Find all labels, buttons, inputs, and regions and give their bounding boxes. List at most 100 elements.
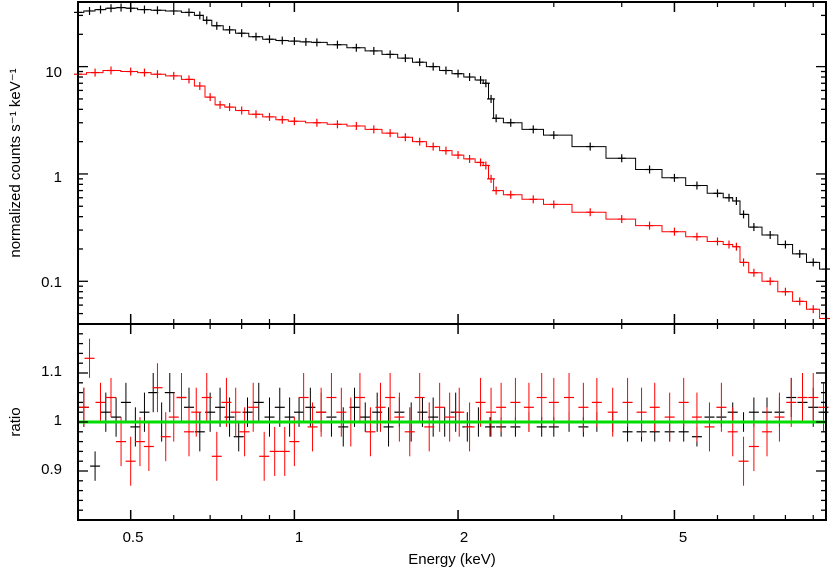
ratio-point-1-9 (164, 373, 175, 413)
ratio-point-1-4 (120, 382, 131, 422)
spectrum-point-1-19 (301, 37, 310, 46)
spectrum-point-1-7 (153, 6, 162, 15)
ratio-point-2-46 (523, 382, 534, 432)
ratio-point-2-52 (607, 387, 618, 437)
ratio-y-tick-label-1: 1 (54, 412, 62, 429)
spectrum-point-1-14 (237, 29, 246, 38)
ratio-point-2-18 (239, 407, 250, 457)
spectrum-point-1-37 (549, 131, 558, 140)
spectrum-point-2-29 (481, 161, 490, 170)
spectrum-point-1-47 (749, 223, 758, 232)
spectrum-point-2-16 (290, 117, 299, 126)
spectrum-point-2-6 (169, 71, 178, 80)
ratio-axis-ticks (77, 323, 826, 521)
spectrum-point-1-43 (713, 189, 722, 198)
spectrum-point-2-22 (401, 133, 410, 142)
ratio-point-2-34 (394, 392, 405, 442)
ratio-point-2-28 (336, 387, 347, 437)
ratio-point-2-23 (289, 417, 300, 467)
spectrum-plot-frame (77, 1, 827, 325)
ratio-point-2-43 (486, 387, 497, 437)
ratio-point-1-2 (100, 392, 111, 432)
ratio-point-2-21 (269, 426, 280, 476)
ratio-point-1-23 (305, 387, 316, 427)
ratio-point-2-25 (307, 402, 318, 452)
ratio-point-2-62 (738, 436, 749, 486)
ratio-point-2-20 (259, 431, 270, 481)
spectrum-point-2-38 (670, 227, 679, 236)
spectrum-point-1-8 (169, 6, 178, 15)
spectrum-point-2-14 (265, 112, 274, 121)
ratio-point-2-60 (716, 382, 727, 432)
ratio-point-1-19 (264, 397, 275, 437)
spectrum-point-2-36 (617, 215, 626, 224)
spectrum-point-2-33 (529, 195, 538, 204)
ratio-point-2-3 (106, 377, 117, 418)
spectrum-point-2-7 (184, 75, 193, 84)
spectrum-point-1-6 (140, 5, 149, 14)
ratio-point-1-21 (284, 397, 295, 437)
spectrum-point-1-44 (725, 193, 734, 202)
spectrum-point-1-34 (492, 114, 501, 123)
ratio-series-layer (78, 338, 829, 486)
spectrum-model-line-1 (78, 7, 826, 270)
spectrum-point-1-30 (465, 73, 474, 82)
ratio-point-2-64 (762, 407, 773, 457)
ratio-point-2-32 (375, 382, 386, 432)
spectrum-point-2-2 (107, 66, 116, 75)
spectrum-point-2-13 (251, 110, 260, 119)
ratio-point-2-44 (496, 382, 507, 432)
ratio-tick-labels: 0.9 1 1.1 0.5 1 2 5 (41, 363, 687, 546)
ratio-point-2-41 (464, 402, 475, 452)
ratio-point-2-50 (578, 382, 589, 432)
spectrum-point-2-4 (140, 68, 149, 77)
spectrum-point-1-50 (795, 249, 804, 258)
spectrum-point-1-41 (670, 173, 679, 182)
ratio-point-2-68 (808, 373, 819, 422)
spectrum-axis-ticks (77, 1, 826, 325)
spectrum-point-1-3 (107, 4, 116, 13)
ratio-point-2-42 (475, 377, 486, 427)
spectrum-point-2-32 (506, 190, 515, 199)
spectrum-point-2-35 (586, 208, 595, 217)
spectrum-point-2-40 (713, 237, 722, 246)
ratio-point-2-61 (727, 407, 738, 457)
ratio-point-2-22 (279, 426, 290, 476)
spectrum-point-1-29 (454, 69, 463, 78)
spectrum-point-2-25 (441, 146, 450, 155)
ratio-point-2-66 (786, 377, 797, 427)
ratio-point-2-49 (564, 373, 575, 422)
spectrum-point-2-21 (386, 129, 395, 138)
ratio-y-tick-label-1.1: 1.1 (41, 363, 62, 380)
ratio-point-2-47 (536, 373, 547, 422)
ratio-point-2-37 (424, 402, 435, 452)
ratio-point-2-54 (636, 387, 647, 437)
spectrum-point-1-2 (96, 5, 105, 14)
spectrum-point-1-32 (481, 79, 490, 88)
ratio-point-2-57 (678, 377, 689, 427)
spectrum-point-2-3 (126, 67, 135, 76)
ratio-point-2-15 (211, 431, 222, 481)
spectrum-point-1-27 (429, 62, 438, 71)
spectrum-point-2-27 (465, 154, 474, 163)
spectrum-point-2-20 (369, 125, 378, 134)
ratio-point-2-58 (691, 392, 702, 442)
spectrum-point-2-9 (206, 93, 215, 102)
spectrum-point-2-39 (692, 232, 701, 241)
spectrum-point-1-11 (202, 16, 211, 25)
ratio-point-2-24 (298, 373, 309, 422)
spectrum-point-1-39 (617, 154, 626, 163)
ratio-plot-frame (77, 323, 827, 521)
ratio-point-1-39 (485, 417, 496, 437)
spectrum-point-2-23 (415, 137, 424, 146)
ratio-point-1-20 (274, 387, 285, 427)
ratio-point-1-34 (428, 397, 439, 437)
spectrum-point-1-21 (333, 40, 342, 49)
spectrum-point-1-36 (529, 125, 538, 134)
y-tick-label-0.1: 0.1 (41, 274, 62, 291)
ratio-point-2-56 (664, 392, 675, 442)
ratio-y-axis-label: ratio (7, 407, 24, 436)
ratio-point-2-5 (125, 436, 136, 486)
ratio-point-2-39 (444, 392, 455, 442)
